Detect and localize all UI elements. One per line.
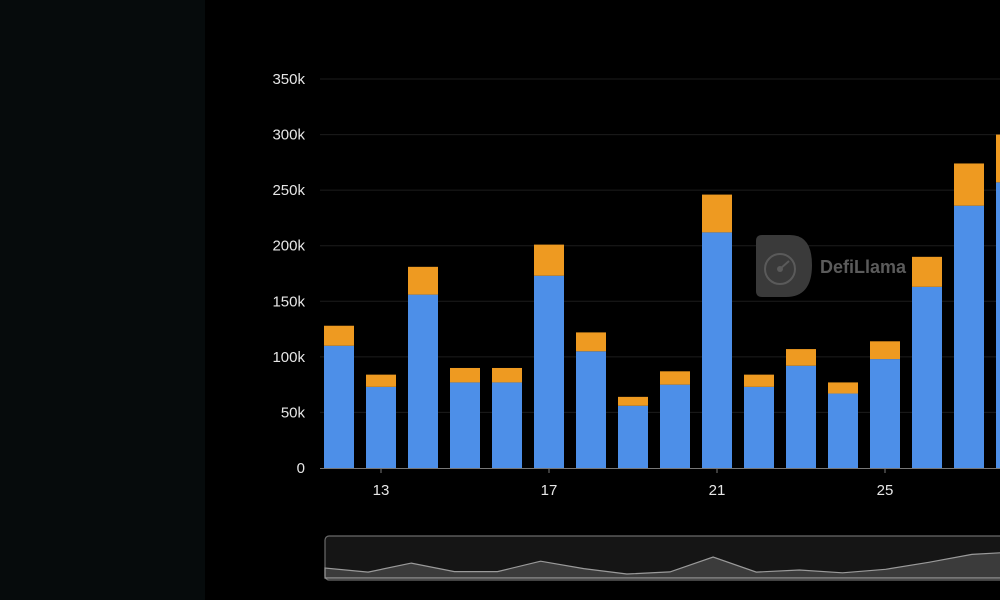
bar-segment-primary[interactable]	[324, 345, 354, 468]
bar-segment-primary[interactable]	[492, 382, 522, 468]
bar-segment-primary[interactable]	[702, 232, 732, 468]
bar-segment-secondary[interactable]	[702, 194, 732, 233]
bar-segment-secondary[interactable]	[324, 325, 354, 346]
chart-panel: DefiLlama 0 50k 100k 150k 200k 250k 300k 350k 13…	[205, 0, 1000, 600]
x-tick-label: 13	[373, 482, 390, 499]
y-tick-label: 0	[297, 460, 305, 477]
y-tick-label: 300k	[272, 127, 305, 144]
bar-segment-primary[interactable]	[534, 275, 564, 468]
watermark-text: DefiLlama	[820, 257, 907, 277]
bar-segment-secondary[interactable]	[366, 374, 396, 387]
brush-overview-line	[324, 552, 1000, 579]
y-tick-label: 250k	[272, 182, 305, 199]
bar-segment-primary[interactable]	[618, 405, 648, 468]
bar-segment-primary[interactable]	[828, 393, 858, 468]
bars	[324, 134, 1000, 468]
bar-segment-secondary[interactable]	[828, 382, 858, 394]
x-tick-label: 21	[709, 482, 726, 499]
llama-logo-icon	[756, 235, 812, 297]
bar-segment-secondary[interactable]	[996, 134, 1000, 183]
bar-segment-secondary[interactable]	[576, 332, 606, 352]
bar-segment-secondary[interactable]	[450, 367, 480, 383]
bar-segment-secondary[interactable]	[492, 367, 522, 383]
bar-segment-primary[interactable]	[744, 386, 774, 468]
bar-segment-primary[interactable]	[660, 384, 690, 468]
y-tick-label: 150k	[272, 293, 305, 310]
bar-segment-secondary[interactable]	[408, 266, 438, 295]
bar-segment-primary[interactable]	[786, 365, 816, 468]
bar-segment-primary[interactable]	[576, 351, 606, 468]
bar-segment-primary[interactable]	[912, 286, 942, 468]
bar-segment-primary[interactable]	[996, 182, 1000, 468]
bar-segment-secondary[interactable]	[786, 349, 816, 366]
y-tick-label: 100k	[272, 349, 305, 366]
y-tick-label: 50k	[281, 404, 306, 421]
bar-segment-secondary[interactable]	[660, 371, 690, 385]
bar-segment-secondary[interactable]	[744, 374, 774, 387]
x-tick-label: 17	[541, 482, 558, 499]
bar-segment-primary[interactable]	[954, 205, 984, 468]
sidebar-panel	[0, 0, 205, 600]
bar-segment-secondary[interactable]	[870, 341, 900, 360]
axes: 0 50k 100k 150k 200k 250k 300k 350k 13 17 21 25	[272, 71, 1000, 499]
data-zoom-brush[interactable]	[324, 535, 1000, 581]
bar-segment-primary[interactable]	[366, 386, 396, 468]
bar-segment-primary[interactable]	[450, 382, 480, 468]
y-tick-label: 200k	[272, 238, 305, 255]
defillama-watermark: DefiLlama	[756, 235, 907, 297]
bar-segment-primary[interactable]	[408, 294, 438, 468]
stacked-bar-chart: DefiLlama 0 50k 100k 150k 200k 250k 300k 350k 13…	[272, 71, 1000, 581]
bar-segment-secondary[interactable]	[954, 163, 984, 206]
bar-segment-secondary[interactable]	[618, 396, 648, 406]
x-tick-label: 25	[877, 482, 894, 499]
y-tick-label: 350k	[272, 71, 305, 88]
bar-segment-secondary[interactable]	[534, 244, 564, 276]
bar-segment-primary[interactable]	[870, 359, 900, 468]
bar-segment-secondary[interactable]	[912, 256, 942, 287]
brush-frame[interactable]	[324, 535, 1000, 581]
